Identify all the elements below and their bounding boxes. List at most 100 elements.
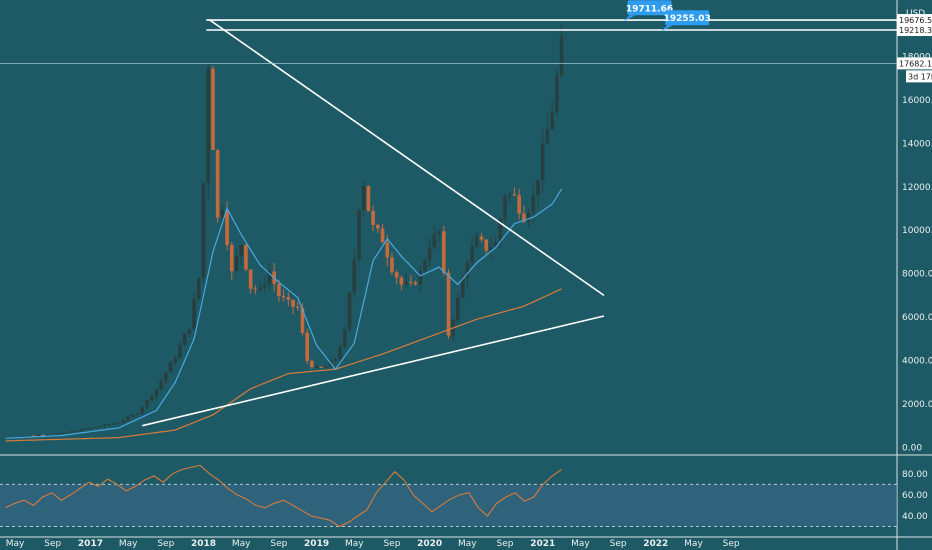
candle-body [149,396,154,401]
candle-body [484,239,488,251]
candle-body [489,247,493,251]
candle-body [60,432,64,434]
sma-fast-line[interactable] [5,188,563,439]
x-tick-label: Sep [497,539,514,549]
candle-body [27,435,32,437]
candle-body [69,431,74,433]
x-tick-label: 2017 [78,539,103,549]
candle-body [446,272,451,336]
y-tick-label: 4000.00 [902,357,932,367]
candle-body [385,242,390,258]
upper-trendline[interactable] [208,18,605,297]
candle-body [498,218,503,242]
price-callout-bubble[interactable] [665,10,710,26]
x-tick-label: May [119,539,138,549]
candle-body [281,296,286,298]
callout-label: 19255.03 [664,14,711,24]
callout-pointer [661,25,674,32]
x-tick-label: 2020 [417,539,442,549]
current-price-label: 17682.13 [899,59,932,68]
candle-body [305,332,309,361]
rsi-tick-label: 80.00 [902,470,928,480]
candle-body [310,360,314,368]
candle-body [154,388,159,397]
candle-body [343,329,347,347]
candle-body [338,346,342,359]
candle-body [432,234,437,248]
rsi-line[interactable] [5,464,562,528]
candle-body [192,298,196,329]
candle-body [65,432,69,434]
candle-body [470,246,474,263]
candle-body [291,299,295,307]
candle-body [390,257,394,273]
candle-body [159,380,163,389]
level-price-tag [897,14,932,27]
sma-slow-line[interactable] [5,288,562,442]
candle-body [536,180,540,196]
candle-body [399,277,404,285]
candle-body [164,372,168,381]
candle-body [427,247,432,261]
y-tick-label: 14000.00 [902,139,932,149]
candle-body [517,195,521,214]
callout-pointer [623,15,636,22]
y-tick-label: 12000.00 [902,183,932,193]
price-callout-bubble[interactable] [627,0,672,16]
x-tick-label: Sep [44,539,61,549]
moving-averages-layer [5,188,563,442]
price-tags-layer: 19676.5719218.34 17682.13 3d 17h 19711.6619… [623,0,932,83]
candle-body [239,244,244,256]
candle-body [74,430,79,432]
candle-body [98,426,102,428]
x-tick-label: 2019 [304,539,329,549]
candle-body [404,281,408,285]
y-tick-label: 8000.00 [902,270,932,280]
candle-body [131,414,135,417]
candle-body [145,400,149,408]
candle-body [522,213,526,222]
candle-body [168,362,173,373]
candle-body [258,287,262,290]
candle-body [182,333,187,346]
candle-body [512,194,517,196]
candle-body [88,427,93,429]
x-tick-label: May [6,539,25,549]
candle-body [248,269,253,289]
candle-body [493,241,498,248]
candle-body [507,194,512,197]
candle-body [140,407,145,414]
candle-body [550,112,554,129]
level-price-tag [897,24,932,37]
candle-body [83,428,88,430]
rsi-tick-label: 60.00 [902,491,928,501]
candle-body [474,236,479,247]
candle-body [102,424,107,427]
candle-body [540,143,545,181]
candle-body [357,210,361,260]
candle-body [314,366,319,368]
candle-body [286,297,291,300]
candle-body [244,244,248,270]
drawing-lines-layer [0,18,897,427]
rsi-band [0,484,897,527]
y-tick-label: 2000.00 [902,400,932,410]
candle-body [300,307,305,333]
candle-body [418,271,423,285]
current-price-tag [897,57,932,70]
level-price-label: 19218.34 [899,26,932,35]
x-tick-label: Sep [723,539,740,549]
candle-body [277,283,281,297]
x-tick-label: May [571,539,590,549]
candle-body [262,285,267,288]
x-tick-label: Sep [270,539,287,549]
candle-body [267,271,272,286]
lower-trendline[interactable] [142,315,605,427]
x-tick-label: 2022 [643,539,668,549]
x-tick-label: May [345,539,364,549]
y-tick-label: 6000.00 [902,313,932,323]
candle-body [32,435,36,437]
candle-body [347,292,352,330]
